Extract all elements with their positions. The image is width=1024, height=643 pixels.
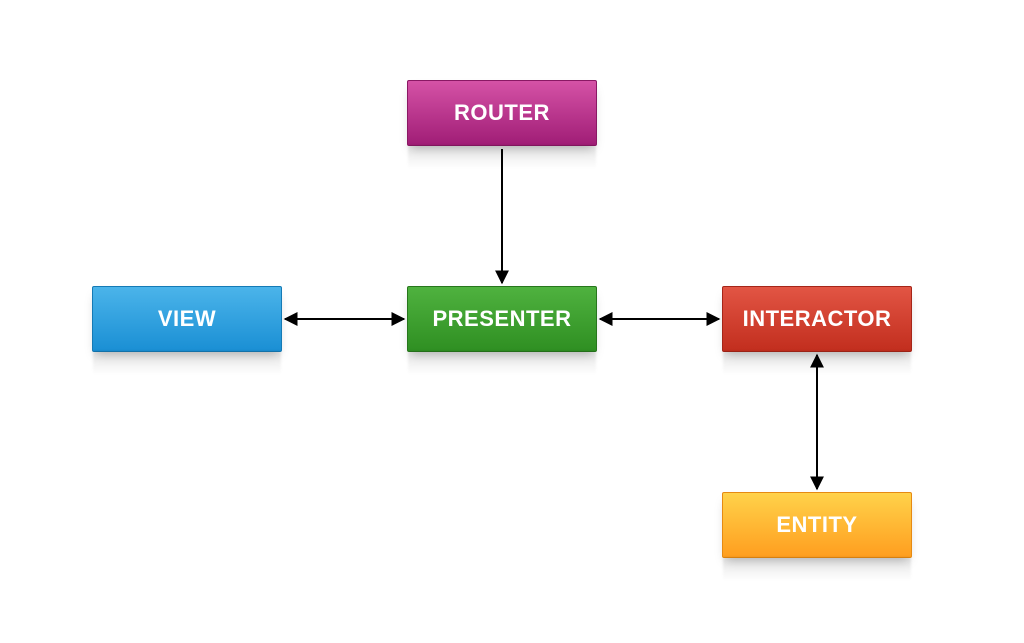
node-interactor: INTERACTOR: [722, 286, 912, 352]
node-router: ROUTER: [407, 80, 597, 146]
node-view-label: VIEW: [158, 306, 216, 332]
node-view: VIEW: [92, 286, 282, 352]
diagram-stage: ROUTER VIEW PRESENTER INTERACTOR ENTITY: [0, 0, 1024, 643]
node-presenter: PRESENTER: [407, 286, 597, 352]
node-interactor-label: INTERACTOR: [743, 306, 892, 332]
node-entity-label: ENTITY: [776, 512, 857, 538]
node-router-label: ROUTER: [454, 100, 550, 126]
node-entity: ENTITY: [722, 492, 912, 558]
node-presenter-label: PRESENTER: [433, 306, 572, 332]
